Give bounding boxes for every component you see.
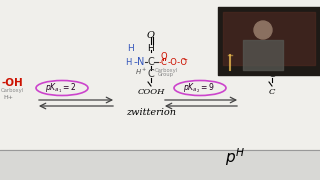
Text: O: O <box>147 30 155 39</box>
Text: N: N <box>137 57 145 67</box>
Ellipse shape <box>254 21 272 39</box>
Text: $pK_{a_2}=9$: $pK_{a_2}=9$ <box>183 81 215 95</box>
Text: $H^+$: $H^+$ <box>257 67 269 77</box>
Text: C: C <box>148 69 154 79</box>
Text: C: C <box>268 69 276 79</box>
Text: Carboxyl: Carboxyl <box>154 68 178 73</box>
Text: -C: -C <box>159 57 168 66</box>
FancyBboxPatch shape <box>218 7 320 75</box>
Text: H: H <box>247 57 253 66</box>
Text: C: C <box>148 57 154 67</box>
Text: C: C <box>269 88 275 96</box>
Text: $pK_{a_1}=2$: $pK_{a_1}=2$ <box>45 81 77 95</box>
Text: -: - <box>255 57 259 67</box>
Text: COOH: COOH <box>137 88 165 96</box>
Text: N: N <box>259 57 267 67</box>
Text: $H^+$: $H^+$ <box>135 67 147 77</box>
Text: Carboxyl: Carboxyl <box>1 87 24 93</box>
Text: -: - <box>133 57 137 67</box>
Text: C: C <box>268 57 276 67</box>
Text: H: H <box>148 44 154 53</box>
Text: H: H <box>127 44 133 53</box>
Text: $^-$: $^-$ <box>181 55 188 64</box>
Text: H+: H+ <box>3 94 13 100</box>
Text: Group: Group <box>158 71 174 76</box>
Text: $p^H$: $p^H$ <box>225 146 245 168</box>
Text: H: H <box>125 57 131 66</box>
Text: zwitterion: zwitterion <box>126 107 176 116</box>
Text: -OH: -OH <box>2 78 24 88</box>
Text: O: O <box>161 51 167 60</box>
Text: H: H <box>252 44 260 53</box>
Text: -O-O: -O-O <box>168 57 188 66</box>
